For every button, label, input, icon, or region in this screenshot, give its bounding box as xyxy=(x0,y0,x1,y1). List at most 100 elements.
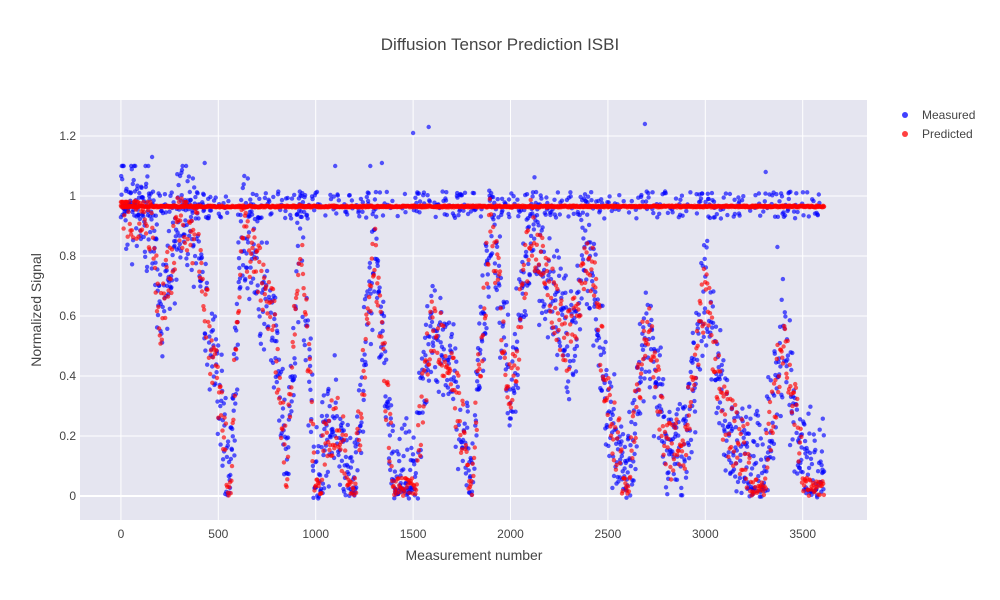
legend[interactable]: Measured Predicted xyxy=(902,108,975,141)
measured-point xyxy=(244,251,249,256)
predicted-point xyxy=(458,450,464,455)
measured-point xyxy=(426,124,431,130)
measured-point xyxy=(372,197,378,202)
predicted-point xyxy=(640,319,645,324)
measured-point xyxy=(684,208,689,214)
predicted-point xyxy=(793,381,798,387)
measured-point xyxy=(779,194,785,199)
predicted-point xyxy=(773,415,779,420)
measured-point xyxy=(362,297,368,302)
predicted-point xyxy=(441,323,446,329)
measured-point xyxy=(556,273,562,278)
measured-point xyxy=(425,304,430,309)
measured-point xyxy=(643,290,648,295)
measured-point xyxy=(782,310,787,315)
legend-item-measured[interactable]: Measured xyxy=(902,108,975,122)
measured-point xyxy=(573,369,579,374)
predicted-point xyxy=(433,308,438,314)
measured-point xyxy=(629,198,634,204)
measured-point xyxy=(146,163,151,169)
measured-point xyxy=(482,321,487,327)
measured-point xyxy=(372,289,377,294)
measured-point xyxy=(438,295,443,301)
measured-point xyxy=(809,461,815,467)
measured-point xyxy=(737,475,743,481)
predicted-point xyxy=(277,375,282,380)
measured-point xyxy=(495,197,500,202)
measured-point xyxy=(489,251,495,256)
measured-point xyxy=(383,394,388,399)
measured-point xyxy=(453,379,459,384)
measured-point xyxy=(234,301,240,307)
predicted-point xyxy=(607,392,612,398)
predicted-point xyxy=(556,327,561,333)
predicted-point xyxy=(791,390,797,395)
predicted-point xyxy=(598,368,604,373)
predicted-point xyxy=(149,210,154,216)
measured-point xyxy=(785,357,790,362)
predicted-point xyxy=(801,483,807,488)
measured-point xyxy=(335,193,340,198)
measured-point xyxy=(571,211,576,216)
measured-point xyxy=(193,261,199,266)
predicted-point xyxy=(741,424,746,429)
predicted-point xyxy=(488,229,493,234)
predicted-point xyxy=(720,437,726,442)
measured-point xyxy=(611,473,617,479)
measured-point xyxy=(220,457,226,462)
predicted-point xyxy=(645,342,651,347)
measured-point xyxy=(589,198,594,203)
predicted-point xyxy=(414,482,419,487)
measured-point xyxy=(573,320,578,325)
predicted-point xyxy=(383,409,388,414)
measured-point xyxy=(734,489,739,494)
measured-point xyxy=(806,465,812,471)
measured-point xyxy=(805,190,810,195)
measured-point xyxy=(790,437,795,442)
measured-point xyxy=(466,468,471,473)
measured-point xyxy=(125,242,130,247)
measured-point xyxy=(349,198,355,203)
measured-point xyxy=(218,215,224,220)
predicted-point xyxy=(681,441,687,447)
predicted-point xyxy=(619,447,624,452)
predicted-point xyxy=(620,488,625,494)
measured-point xyxy=(192,253,198,259)
predicted-point xyxy=(184,199,189,205)
predicted-point xyxy=(438,310,443,316)
measured-point xyxy=(563,305,569,310)
predicted-point xyxy=(282,442,287,447)
measured-point xyxy=(662,414,667,419)
measured-point xyxy=(179,193,184,198)
predicted-point xyxy=(430,315,435,320)
predicted-point xyxy=(152,246,157,251)
predicted-point xyxy=(463,443,469,448)
measured-point xyxy=(555,352,560,358)
measured-point xyxy=(129,262,135,267)
predicted-point xyxy=(480,359,485,364)
predicted-point xyxy=(271,323,276,329)
measured-point xyxy=(167,306,172,311)
predicted-point xyxy=(388,411,393,417)
measured-point xyxy=(196,239,201,244)
predicted-point xyxy=(518,317,523,322)
measured-point xyxy=(815,213,820,218)
predicted-point xyxy=(462,430,467,436)
measured-point xyxy=(569,302,574,308)
predicted-point xyxy=(155,281,160,286)
predicted-point xyxy=(501,349,507,354)
measured-point xyxy=(639,192,644,198)
measured-point xyxy=(172,243,177,249)
measured-point xyxy=(805,472,811,477)
predicted-point xyxy=(476,352,481,357)
measured-point xyxy=(632,431,638,436)
legend-item-predicted[interactable]: Predicted xyxy=(902,127,973,141)
predicted-point xyxy=(192,232,197,237)
predicted-point xyxy=(262,292,267,297)
predicted-point xyxy=(366,294,372,300)
measured-point xyxy=(507,423,512,428)
predicted-point xyxy=(368,309,373,314)
predicted-point xyxy=(520,281,525,286)
predicted-point xyxy=(381,346,386,352)
predicted-point xyxy=(127,221,132,227)
